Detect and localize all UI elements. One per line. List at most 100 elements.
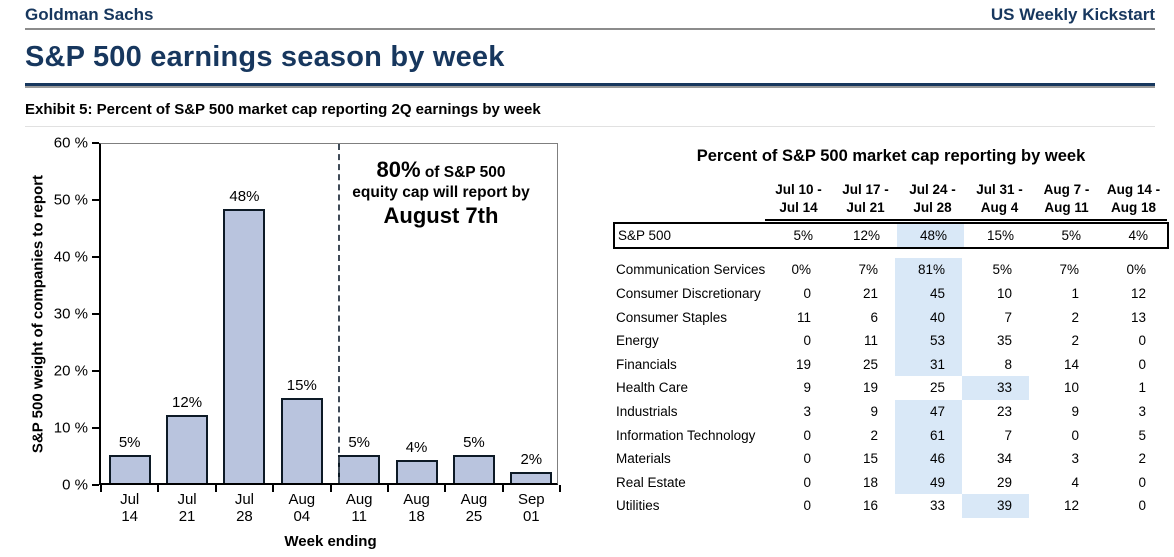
table-cell: 5 xyxy=(1138,427,1146,443)
table-cell: 49 xyxy=(895,470,962,495)
table-cell: 0 xyxy=(1071,427,1079,443)
table-row: Industrials 3 9 47 23 9 3 xyxy=(613,399,1169,424)
bar-value-label: 15% xyxy=(286,376,317,394)
row-label: Consumer Discretionary xyxy=(616,285,761,301)
table-cell: 34 xyxy=(996,451,1012,467)
x-tick-mark xyxy=(100,485,102,492)
table-cell: 13 xyxy=(1130,309,1146,325)
column-header-line1: Jul 24 - xyxy=(909,182,956,197)
table-row: Real Estate 0 18 49 29 4 0 xyxy=(613,470,1169,495)
table-cell: 2 xyxy=(1071,333,1079,349)
x-tick-label-month: Aug xyxy=(460,491,488,508)
x-tick-label: Sep 01 xyxy=(503,491,560,526)
table-row: Financials 19 25 31 8 14 0 xyxy=(613,352,1169,377)
x-tick-label-month: Jul xyxy=(177,491,197,508)
table-cell: 3 xyxy=(1071,451,1079,467)
row-label: Energy xyxy=(616,333,659,349)
y-tick-mark xyxy=(92,427,99,429)
bar xyxy=(395,460,438,483)
column-header-line2: Jul 14 xyxy=(779,199,818,215)
table-cell: 4% xyxy=(1128,228,1148,244)
bar-value-label: 48% xyxy=(229,188,260,206)
table-cell: 14 xyxy=(1063,356,1079,372)
x-tick-label-day: 11 xyxy=(351,507,367,525)
table-cell: 7% xyxy=(858,262,878,278)
x-tick-label-day: 14 xyxy=(121,507,139,525)
table-cell: 21 xyxy=(862,285,878,301)
y-tick-label: 40 % xyxy=(53,248,88,266)
bar xyxy=(223,209,266,483)
column-header-line1: Jul 10 - xyxy=(775,182,822,197)
x-tick-label-day: 25 xyxy=(465,507,483,525)
column-header: Jul 24 - Jul 28 xyxy=(899,181,966,222)
table-cell: 9 xyxy=(1071,403,1079,419)
exhibit-title: Exhibit 5: Percent of S&P 500 market cap… xyxy=(25,101,1155,127)
table-cell: 15 xyxy=(862,451,878,467)
column-header: Aug 14 - Aug 18 xyxy=(1100,181,1167,222)
table-cell: 19 xyxy=(862,380,878,396)
earnings-table: Percent of S&P 500 market cap reporting … xyxy=(613,143,1169,550)
x-tick-mark xyxy=(501,485,504,492)
y-axis: 60 % 50 % 40 % 30 % 20 % 10 % 0 % xyxy=(51,135,99,494)
title-divider xyxy=(25,83,1155,88)
table-cell: 0% xyxy=(791,262,811,278)
table-cell: 0 xyxy=(1138,333,1146,349)
table-cell: 23 xyxy=(996,403,1012,419)
x-tick-label-day: 18 xyxy=(408,507,425,525)
table-cell: 15% xyxy=(986,228,1014,244)
x-tick-mark xyxy=(444,485,447,492)
table-header-label-spacer xyxy=(613,181,765,221)
table-cell: 25 xyxy=(929,380,945,396)
bar-value-label: 2% xyxy=(520,450,543,468)
y-axis-title: S&P 500 weight of companies to report xyxy=(29,174,47,454)
x-tick-label: Aug 11 xyxy=(331,491,388,526)
table-cell: 9 xyxy=(803,380,811,396)
table-cell: 61 xyxy=(895,423,962,447)
masthead: Goldman Sachs US Weekly Kickstart xyxy=(25,0,1155,30)
table-cell: 1 xyxy=(1071,285,1079,301)
table-cell: 0 xyxy=(803,451,811,467)
table-row: Consumer Discretionary 0 21 45 10 1 12 xyxy=(613,281,1169,306)
bar-value-label: 5% xyxy=(348,433,371,451)
table-cell: 3 xyxy=(803,403,811,419)
x-tick-label-month: Sep xyxy=(517,491,545,508)
x-tick-label: Aug 25 xyxy=(445,491,502,526)
table-title: Percent of S&P 500 market cap reporting … xyxy=(696,147,1086,165)
table-cell: 0 xyxy=(803,474,811,490)
column-header-line1: Aug 7 - xyxy=(1043,182,1090,197)
x-tick-label-month: Jul xyxy=(120,491,140,508)
column-header-line1: Jul 17 - xyxy=(842,182,889,197)
x-tick-label-day: 01 xyxy=(522,507,540,525)
table-cell: 0 xyxy=(803,427,811,443)
table-cell: 1 xyxy=(1138,380,1146,396)
table-cell: 0 xyxy=(803,333,811,349)
bar xyxy=(452,454,495,483)
table-cell: 12 xyxy=(1063,498,1079,514)
x-tick-label-month: Jul xyxy=(234,491,255,508)
table-cell: 8 xyxy=(1004,356,1012,372)
y-tick-mark xyxy=(92,142,99,144)
y-tick-label: 30 % xyxy=(53,305,88,323)
row-label: S&P 500 xyxy=(618,228,672,244)
table-cell: 5% xyxy=(992,262,1012,278)
row-label: Real Estate xyxy=(616,474,686,490)
x-tick-mark xyxy=(386,485,389,492)
bar-value-label: 12% xyxy=(172,393,203,411)
x-tick-mark xyxy=(329,485,332,492)
x-tick-label-month: Aug xyxy=(403,491,430,508)
table-row: Consumer Staples 11 6 40 7 2 13 xyxy=(613,305,1169,329)
y-tick-mark xyxy=(92,313,99,315)
table-cell: 7% xyxy=(1059,262,1079,278)
column-header-line1: Jul 31 - xyxy=(976,182,1023,197)
table-cell: 35 xyxy=(996,333,1012,349)
annotation-line-3: August 7th xyxy=(383,202,499,228)
bar xyxy=(166,414,209,483)
row-label: Health Care xyxy=(616,380,689,396)
table-cell: 81% xyxy=(895,258,962,282)
table-cell: 16 xyxy=(862,498,878,514)
bar xyxy=(108,454,151,483)
content: S&P 500 weight of companies to report 60… xyxy=(25,135,1169,550)
table-cell: 9 xyxy=(870,403,878,419)
column-header-line2: Aug 18 xyxy=(1110,199,1156,215)
table-cell: 0 xyxy=(1138,474,1146,490)
